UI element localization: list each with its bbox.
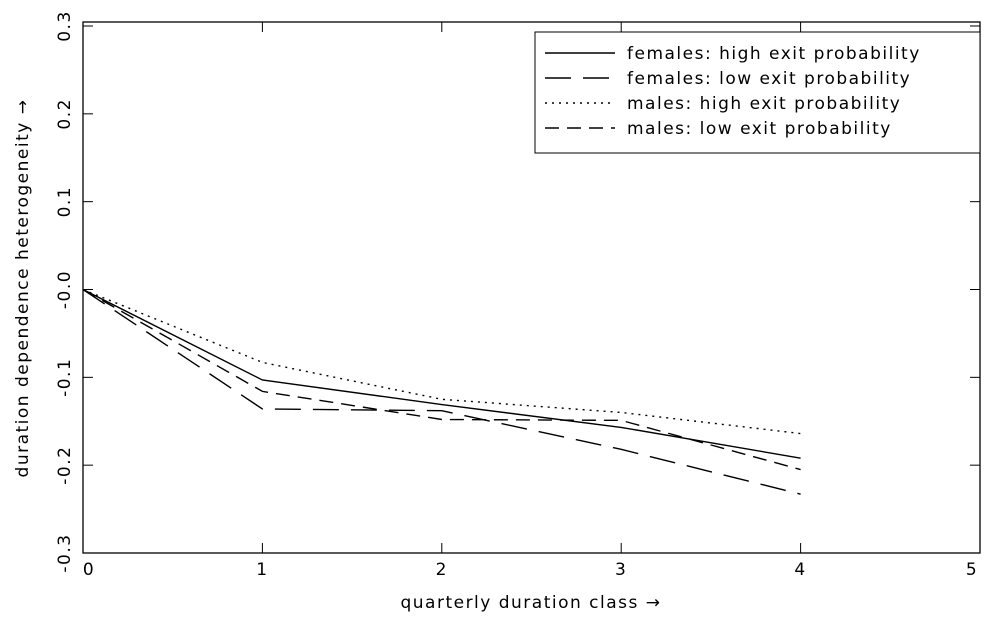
x-axis-label: quarterly duration class → xyxy=(400,593,661,613)
legend-label: females: high exit probability xyxy=(627,44,921,64)
x-tick-label: 0 xyxy=(83,560,95,580)
y-tick-label: 0.3 xyxy=(55,10,75,42)
y-tick-label: -0.2 xyxy=(55,446,75,485)
x-tick-label: 4 xyxy=(794,560,806,580)
y-tick-label: -0.3 xyxy=(55,533,75,572)
legend-label: males: low exit probability xyxy=(627,119,892,139)
legend-box xyxy=(534,31,981,154)
x-tick-label: 1 xyxy=(256,560,268,580)
y-tick-label: 0.1 xyxy=(55,186,75,218)
line-series xyxy=(82,288,801,459)
legend-label: females: low exit probability xyxy=(627,69,911,89)
y-tick-label: 0.2 xyxy=(55,98,75,130)
plot-frame xyxy=(82,21,981,554)
y-axis-label: duration dependence heterogeneity → xyxy=(13,99,33,478)
x-tick-label: 2 xyxy=(436,560,448,580)
y-tick-label: -0.1 xyxy=(55,358,75,397)
x-tick-label: 3 xyxy=(615,560,627,580)
line-series xyxy=(82,288,801,495)
legend-label: males: high exit probability xyxy=(627,94,901,114)
x-tick-label: 5 xyxy=(966,560,978,580)
line-series xyxy=(82,288,801,471)
line-series xyxy=(82,288,801,435)
y-tick-label: -0.0 xyxy=(55,270,75,309)
